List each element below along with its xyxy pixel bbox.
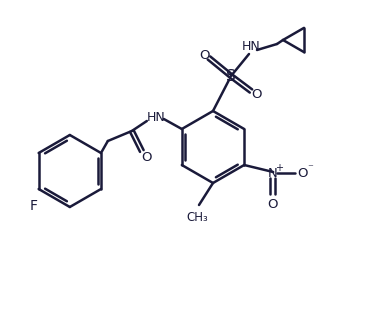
Text: HN: HN: [146, 111, 165, 124]
Text: O: O: [199, 49, 209, 61]
Text: S: S: [226, 69, 236, 83]
Text: F: F: [30, 199, 38, 213]
Text: HN: HN: [242, 40, 260, 53]
Text: O: O: [142, 150, 152, 163]
Text: O: O: [297, 167, 307, 180]
Text: O: O: [267, 198, 277, 211]
Text: N: N: [267, 167, 277, 180]
Text: ⁻: ⁻: [307, 163, 313, 173]
Text: CH₃: CH₃: [186, 211, 208, 224]
Text: O: O: [252, 87, 262, 100]
Text: +: +: [275, 163, 283, 173]
